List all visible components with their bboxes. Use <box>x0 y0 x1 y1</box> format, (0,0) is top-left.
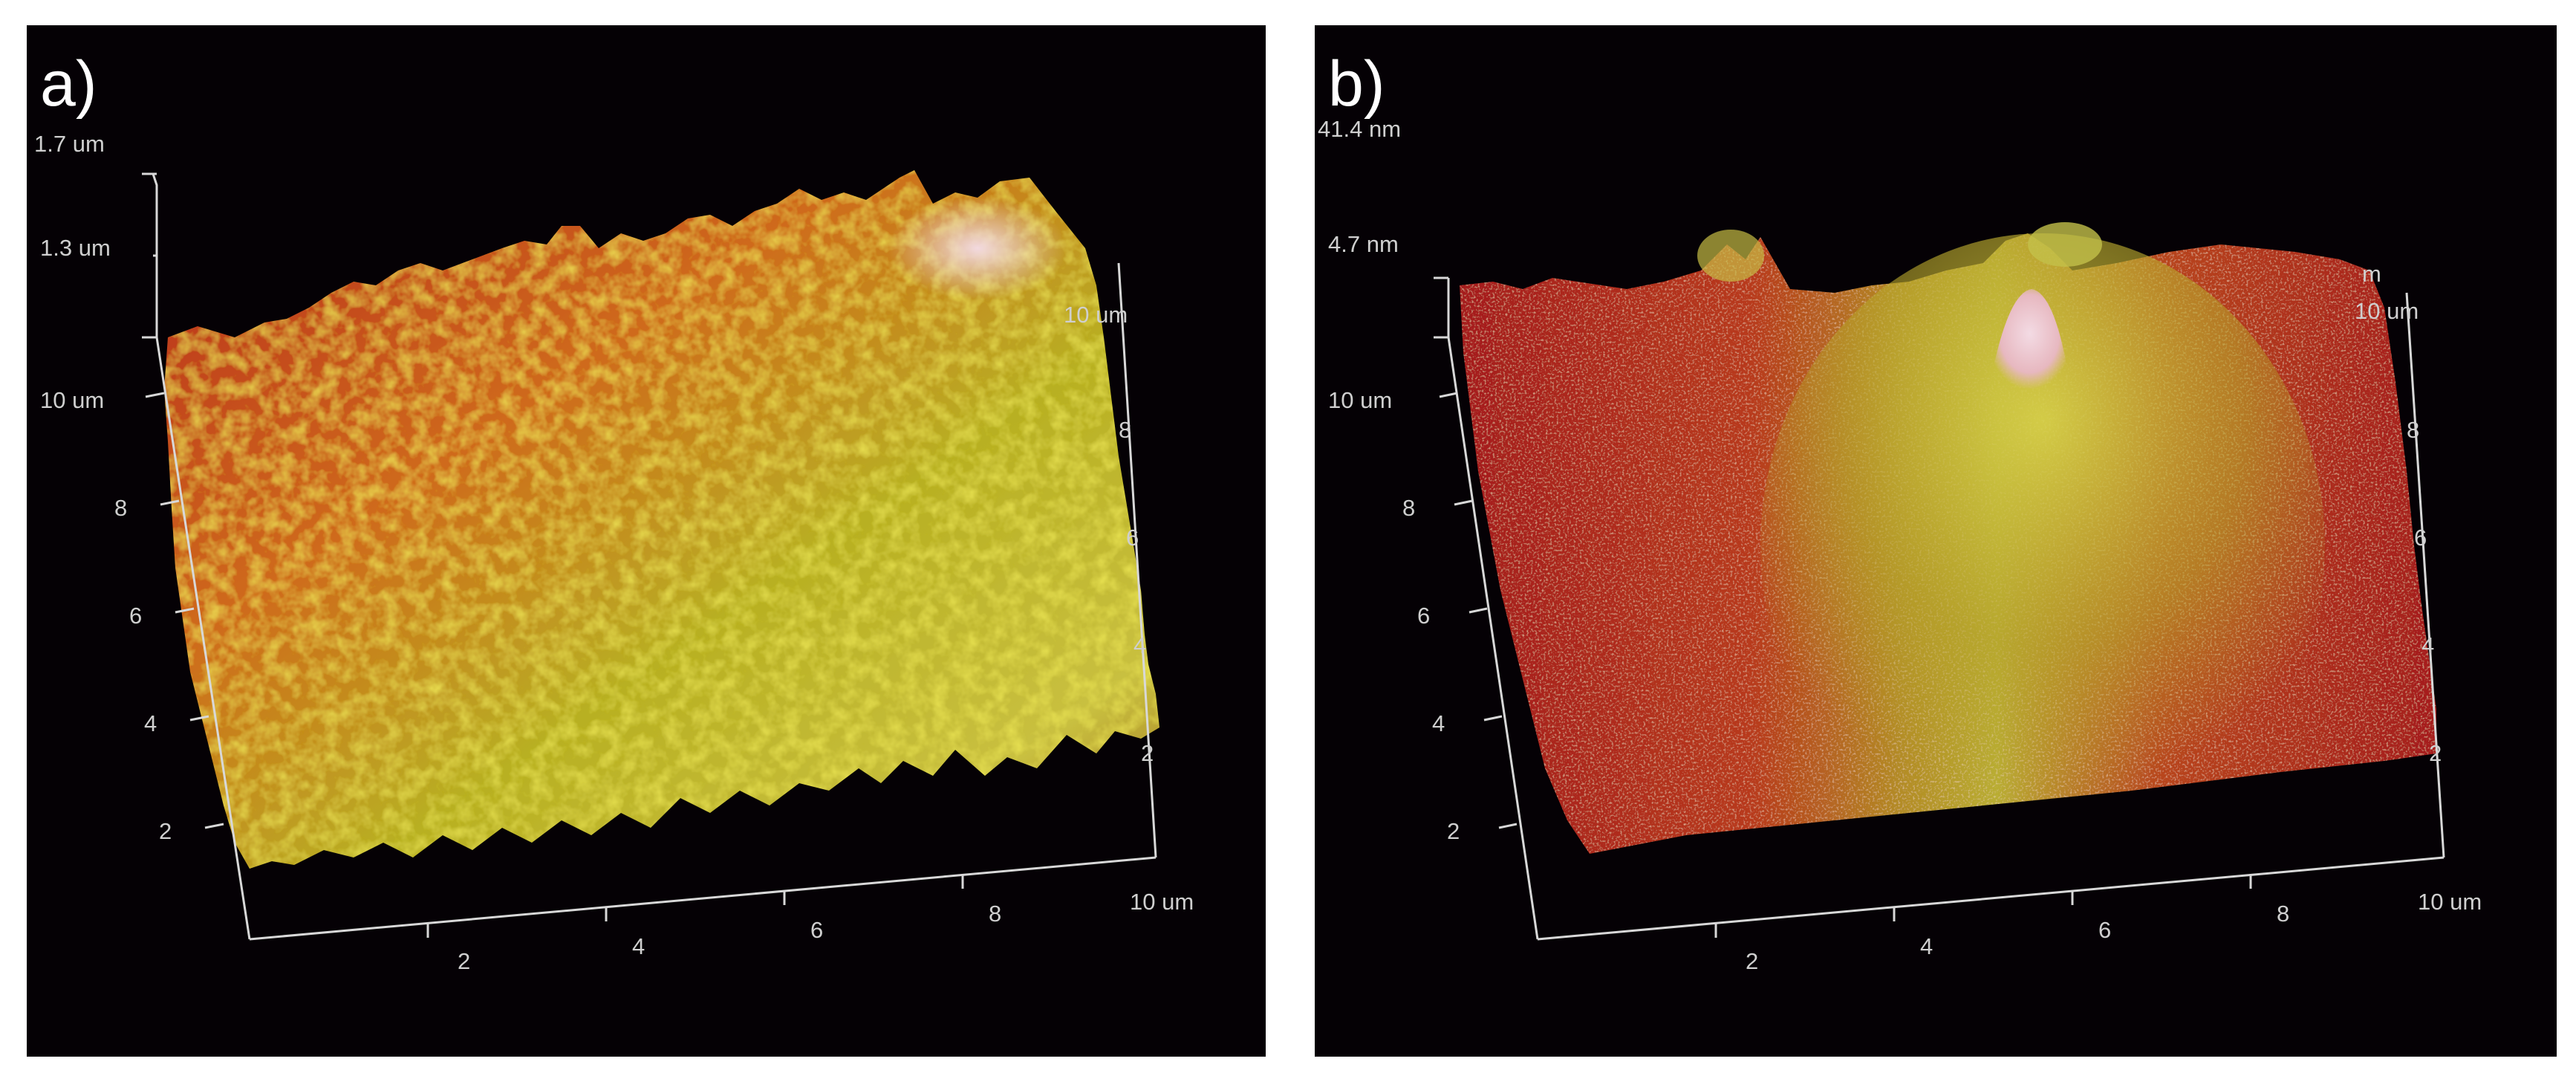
x-tick-8-b: 8 <box>2277 901 2289 927</box>
y-axis-right-b <box>2405 292 2445 858</box>
y-tick-left-6-b: 6 <box>1417 603 1430 629</box>
panel-label-b: b) <box>1328 48 1385 120</box>
afm-panel-b: 41.4 nm 4.7 nm 10 um 8 6 4 2 2 4 6 8 10 … <box>1315 25 2557 1057</box>
y-tick-left-8-b: 8 <box>1402 495 1415 521</box>
y-tick-right-4-a: 4 <box>1133 632 1146 658</box>
y-tick-right-4-b: 4 <box>2421 632 2434 658</box>
afm-plot-b: 41.4 nm 4.7 nm 10 um 8 6 4 2 2 4 6 8 10 … <box>1318 48 2482 974</box>
surface-a <box>164 170 1159 869</box>
y-tick-left-10-a: 10 um <box>40 387 104 413</box>
y-tick-left-2-a: 2 <box>159 818 172 844</box>
y-axis-left-a <box>155 337 251 940</box>
z-tick-top-a: 1.7 um <box>34 131 105 157</box>
afm-plot-a: 1.7 um 1.3 um 10 um 8 6 4 2 2 4 6 8 10 u… <box>34 48 1194 974</box>
peak-highlight-a <box>888 196 1067 300</box>
y-tick-right-8-a: 8 <box>1119 417 1131 443</box>
y-tick-right-m-b: m <box>2362 261 2381 287</box>
z-tick-mid-b: 4.7 nm <box>1328 231 1399 257</box>
y-tick-right-6-b: 6 <box>2414 525 2427 551</box>
edge-peak-b <box>1697 230 1764 282</box>
y-axis-left-b <box>1447 337 1539 940</box>
x-tick-10-a: 10 um <box>1130 889 1194 915</box>
x-axis-a <box>249 856 1157 941</box>
y-tick-left-8-a: 8 <box>114 495 127 521</box>
y-axis-right-a <box>1117 262 1157 858</box>
x-tick-6-a: 6 <box>810 917 823 943</box>
x-tick-4-a: 4 <box>632 933 645 959</box>
y-tick-left-10-b: 10 um <box>1328 387 1392 413</box>
z-tick-top-b: 41.4 nm <box>1318 116 1401 142</box>
x-axis-b <box>1537 856 2445 941</box>
central-peak-b <box>1987 289 2072 401</box>
y-tick-right-2-b: 2 <box>2429 740 2442 766</box>
y-tick-right-6-a: 6 <box>1126 525 1139 551</box>
x-tick-4-b: 4 <box>1920 933 1933 959</box>
y-tick-left-4-a: 4 <box>144 710 157 736</box>
x-tick-10-b: 10 um <box>2418 889 2482 915</box>
small-peak-b <box>2028 222 2102 267</box>
x-tick-2-a: 2 <box>458 948 470 974</box>
y-tick-right-2-a: 2 <box>1141 740 1154 766</box>
y-tick-left-2-b: 2 <box>1447 818 1460 844</box>
y-tick-right-10-a: 10 um <box>1064 302 1128 328</box>
mound-b <box>1760 233 2325 858</box>
z-tick-mid-a: 1.3 um <box>40 235 111 261</box>
y-tick-left-6-a: 6 <box>129 603 142 629</box>
y-tick-right-8-b: 8 <box>2407 417 2419 443</box>
afm-panel-a: 1.7 um 1.3 um 10 um 8 6 4 2 2 4 6 8 10 u… <box>27 25 1266 1057</box>
x-tick-8-a: 8 <box>989 901 1001 927</box>
y-tick-left-4-b: 4 <box>1432 710 1445 736</box>
x-tick-2-b: 2 <box>1746 948 1758 974</box>
y-tick-right-10-b: 10 um <box>2355 298 2419 324</box>
panel-label-a: a) <box>40 48 97 120</box>
x-tick-6-b: 6 <box>2098 917 2111 943</box>
